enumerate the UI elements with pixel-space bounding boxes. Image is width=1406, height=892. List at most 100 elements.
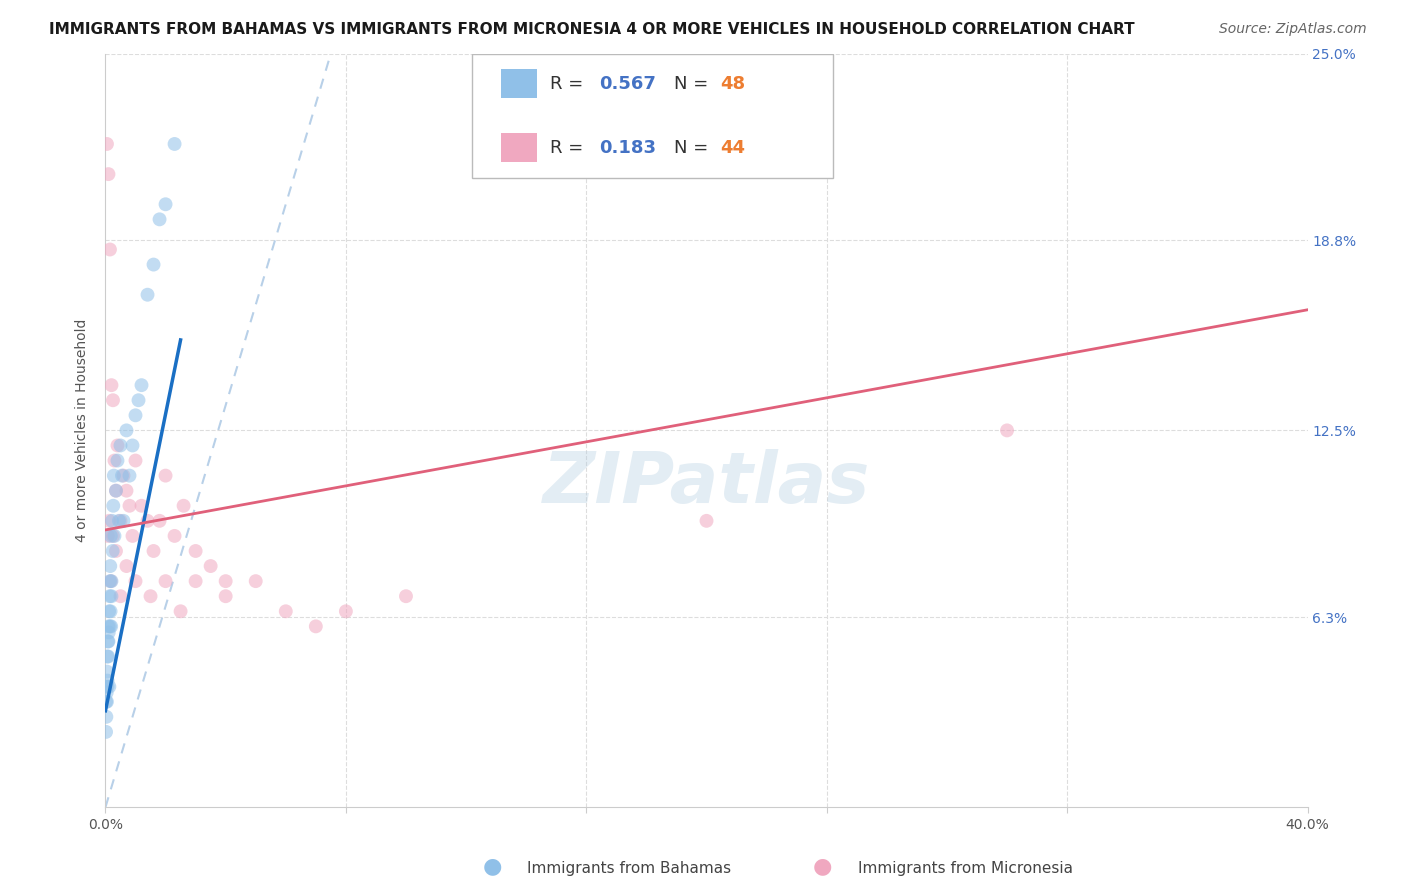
Point: [108, 514, 131, 528]
Point: [200, 559, 222, 574]
Point: [169, 604, 191, 618]
Point: [112, 468, 135, 483]
Point: [163, 136, 186, 151]
Text: IMMIGRANTS FROM BAHAMAS VS IMMIGRANTS FROM MICRONESIA 4 OR MORE VEHICLES IN HOUS: IMMIGRANTS FROM BAHAMAS VS IMMIGRANTS FR…: [49, 22, 1135, 37]
Point: [995, 424, 1018, 438]
Point: [148, 514, 170, 528]
Point: [104, 483, 127, 498]
Point: [100, 619, 122, 633]
Point: [163, 529, 186, 543]
Point: [97, 625, 120, 640]
Point: [184, 544, 207, 558]
Point: [131, 499, 153, 513]
Point: [96, 136, 118, 151]
Point: [155, 574, 177, 589]
Point: [101, 529, 124, 543]
Point: [142, 544, 165, 558]
Point: [100, 589, 122, 603]
Text: R =: R =: [550, 75, 589, 93]
Text: N =: N =: [673, 138, 714, 157]
Point: [100, 574, 122, 589]
Point: [96, 665, 118, 679]
Point: [100, 574, 122, 589]
Point: [96, 680, 118, 694]
Point: [98, 604, 121, 618]
Point: [97, 167, 120, 181]
Text: 0.567: 0.567: [599, 75, 657, 93]
Point: [121, 438, 143, 452]
Point: [98, 559, 121, 574]
Point: [104, 483, 127, 498]
Point: [173, 499, 195, 513]
Point: [103, 468, 125, 483]
Point: [118, 468, 141, 483]
FancyBboxPatch shape: [472, 54, 832, 178]
Point: [98, 514, 121, 528]
Point: [97, 634, 120, 648]
Point: [184, 574, 207, 589]
Text: Immigrants from Micronesia: Immigrants from Micronesia: [858, 861, 1073, 876]
Text: Source: ZipAtlas.com: Source: ZipAtlas.com: [1219, 22, 1367, 37]
Point: [103, 499, 125, 513]
Text: R =: R =: [550, 138, 589, 157]
Point: [107, 438, 129, 452]
Point: [107, 453, 129, 467]
Point: [121, 529, 143, 543]
Text: Immigrants from Bahamas: Immigrants from Bahamas: [527, 861, 731, 876]
FancyBboxPatch shape: [501, 69, 537, 98]
Point: [98, 680, 121, 694]
Point: [395, 589, 418, 603]
Point: [112, 514, 135, 528]
Point: [103, 453, 125, 467]
Point: [101, 514, 124, 528]
Point: [305, 619, 328, 633]
Text: 44: 44: [720, 138, 745, 157]
Text: N =: N =: [673, 75, 714, 93]
Point: [98, 619, 121, 633]
Point: [101, 544, 124, 558]
FancyBboxPatch shape: [501, 133, 537, 162]
Point: [100, 378, 122, 392]
Point: [110, 514, 132, 528]
Text: ●: ●: [482, 856, 502, 876]
Point: [155, 197, 177, 211]
Point: [115, 424, 138, 438]
Point: [142, 258, 165, 272]
Point: [97, 529, 120, 543]
Point: [115, 483, 138, 498]
Point: [98, 243, 121, 257]
Point: [97, 649, 120, 664]
Point: [335, 604, 357, 618]
Point: [136, 287, 159, 301]
Point: [110, 589, 132, 603]
Point: [124, 574, 146, 589]
Point: [245, 574, 267, 589]
Point: [96, 680, 118, 694]
Point: [100, 529, 122, 543]
Point: [124, 453, 146, 467]
Point: [98, 574, 121, 589]
Point: [96, 710, 118, 724]
Point: [148, 212, 170, 227]
Point: [696, 514, 718, 528]
Point: [110, 438, 132, 452]
Point: [97, 619, 120, 633]
Text: ZIPatlas: ZIPatlas: [543, 449, 870, 517]
Point: [101, 393, 124, 408]
Y-axis label: 4 or more Vehicles in Household: 4 or more Vehicles in Household: [76, 318, 90, 542]
Point: [104, 544, 127, 558]
Point: [94, 695, 117, 709]
Point: [96, 649, 118, 664]
Point: [97, 634, 120, 648]
Point: [128, 393, 150, 408]
Point: [214, 589, 236, 603]
Text: 0.183: 0.183: [599, 138, 657, 157]
Point: [96, 686, 118, 700]
Point: [124, 409, 146, 423]
Point: [136, 514, 159, 528]
Point: [115, 559, 138, 574]
Point: [96, 695, 118, 709]
Point: [103, 529, 125, 543]
Text: ●: ●: [813, 856, 832, 876]
Point: [274, 604, 297, 618]
